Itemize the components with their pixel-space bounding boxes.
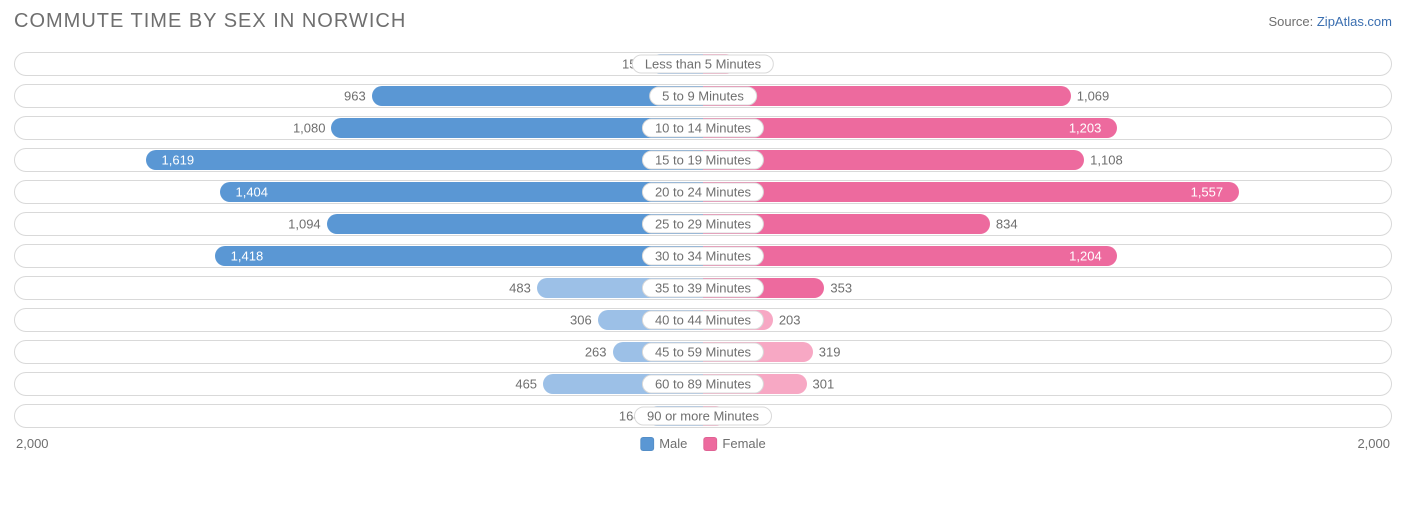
category-label: 30 to 34 Minutes: [642, 247, 764, 266]
value-female: 1,108: [1090, 153, 1123, 168]
source-attribution: Source: ZipAtlas.com: [1268, 14, 1392, 29]
bar-track: 1,094 834 25 to 29 Minutes: [14, 212, 1392, 236]
bar-track: 263 319 45 to 59 Minutes: [14, 340, 1392, 364]
category-label: 35 to 39 Minutes: [642, 279, 764, 298]
category-label: 10 to 14 Minutes: [642, 119, 764, 138]
value-male: 483: [509, 281, 531, 296]
value-female: 1,069: [1077, 89, 1110, 104]
category-label: 15 to 19 Minutes: [642, 151, 764, 170]
axis-max-left: 2,000: [16, 436, 49, 451]
bar-female: [703, 86, 1071, 106]
bar-track: 1,418 1,204 30 to 34 Minutes: [14, 244, 1392, 268]
value-male: 1,080: [293, 121, 326, 136]
legend: Male Female: [640, 436, 766, 451]
category-label: 25 to 29 Minutes: [642, 215, 764, 234]
value-male: 1,404: [235, 185, 268, 200]
value-male: 1,619: [162, 153, 195, 168]
category-label: 5 to 9 Minutes: [649, 87, 757, 106]
chart-area: 15597Less than 5 Minutes 963 1,069 5 to 9 M…: [14, 52, 1392, 456]
bar-track: 306 203 40 to 44 Minutes: [14, 308, 1392, 332]
value-female: 1,203: [1069, 121, 1102, 136]
value-female: 1,204: [1069, 249, 1102, 264]
value-male: 465: [515, 377, 537, 392]
bar-track: 1646890 or more Minutes: [14, 404, 1392, 428]
value-female: 353: [830, 281, 852, 296]
value-female: 319: [819, 345, 841, 360]
value-female: 203: [779, 313, 801, 328]
category-label: 90 or more Minutes: [634, 407, 772, 426]
bar-female: [703, 118, 1117, 138]
bar-track: 1,404 1,557 20 to 24 Minutes: [14, 180, 1392, 204]
bar-track: 1,619 1,108 15 to 19 Minutes: [14, 148, 1392, 172]
value-female: 301: [813, 377, 835, 392]
legend-item-male: Male: [640, 436, 687, 451]
legend-swatch-female: [703, 437, 717, 451]
category-label: Less than 5 Minutes: [632, 55, 774, 74]
category-label: 40 to 44 Minutes: [642, 311, 764, 330]
bar-track: 963 1,069 5 to 9 Minutes: [14, 84, 1392, 108]
bar-male: [220, 182, 703, 202]
value-male: 263: [585, 345, 607, 360]
category-label: 45 to 59 Minutes: [642, 343, 764, 362]
bar-track: 1,080 1,203 10 to 14 Minutes: [14, 116, 1392, 140]
axis-max-right: 2,000: [1357, 436, 1390, 451]
legend-label-male: Male: [659, 436, 687, 451]
bar-track: 483 353 35 to 39 Minutes: [14, 276, 1392, 300]
bar-male: [215, 246, 703, 266]
category-label: 60 to 89 Minutes: [642, 375, 764, 394]
value-male: 1,094: [288, 217, 321, 232]
bar-female: [703, 246, 1117, 266]
legend-swatch-male: [640, 437, 654, 451]
category-label: 20 to 24 Minutes: [642, 183, 764, 202]
bar-male: [146, 150, 703, 170]
source-prefix: Source:: [1268, 14, 1316, 29]
value-male: 306: [570, 313, 592, 328]
value-male: 1,418: [231, 249, 264, 264]
bar-track: 15597Less than 5 Minutes: [14, 52, 1392, 76]
bar-track: 465 301 60 to 89 Minutes: [14, 372, 1392, 396]
source-link[interactable]: ZipAtlas.com: [1317, 14, 1392, 29]
axis-row: 2,000 Male Female 2,000: [14, 436, 1392, 456]
value-male: 963: [344, 89, 366, 104]
bar-female: [703, 182, 1239, 202]
value-female: 1,557: [1191, 185, 1224, 200]
chart-title: COMMUTE TIME BY SEX IN NORWICH: [14, 10, 406, 33]
legend-item-female: Female: [703, 436, 765, 451]
value-female: 834: [996, 217, 1018, 232]
legend-label-female: Female: [722, 436, 765, 451]
